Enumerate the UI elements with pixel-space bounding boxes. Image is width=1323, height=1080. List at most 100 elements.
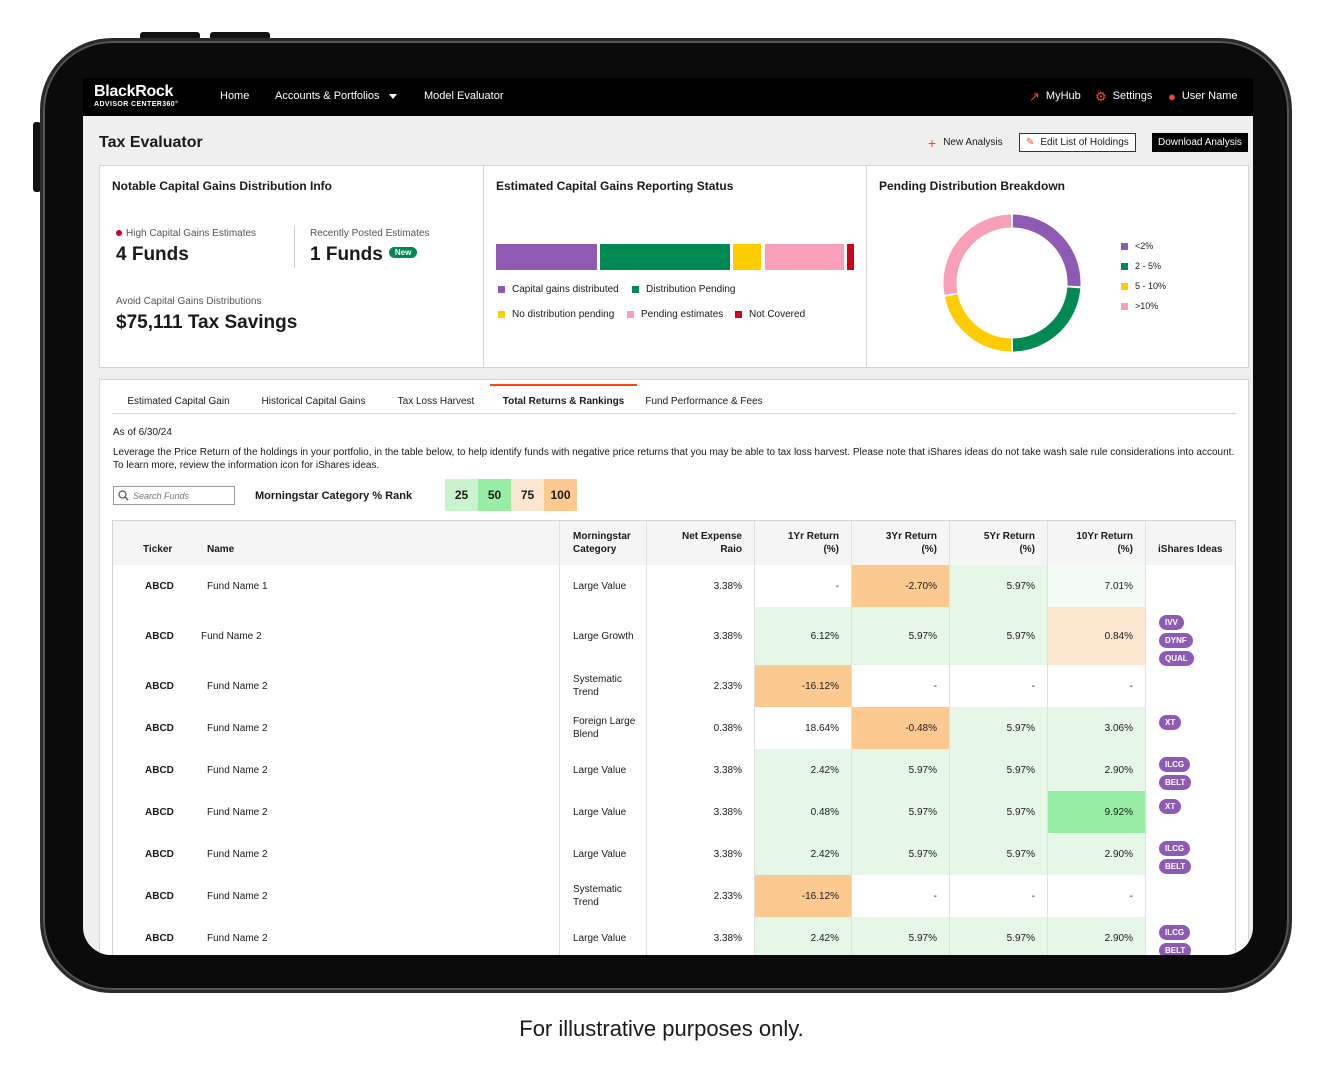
ishares-idea-pill[interactable]: ILCG (1159, 841, 1191, 856)
volume-button (140, 32, 200, 40)
tab-tax-loss-harvest[interactable]: Tax Loss Harvest (397, 396, 475, 407)
table-row[interactable]: ABCD Fund Name 2 Systematic Trend 2.33% -16.… (113, 875, 1235, 917)
table-row[interactable]: ABCD Fund Name 2 Large Value 3.38% 0.48% 5.97… (113, 791, 1235, 833)
header-ticker[interactable]: Ticker (143, 535, 203, 563)
donut-slice (1012, 214, 1081, 287)
nav-model-evaluator[interactable]: Model Evaluator (424, 90, 504, 102)
logo-subtext: ADVISOR CENTER360° (94, 101, 179, 108)
nav-settings[interactable]: ⚙ Settings (1095, 90, 1152, 103)
return-5yr-cell: - (950, 665, 1047, 707)
return-1yr-cell: 2.42% (754, 749, 851, 791)
category-cell: Foreign Large Blend (573, 716, 636, 740)
ishares-ideas-cell: XT (1146, 707, 1235, 749)
fund-name-cell: Fund Name 2 (207, 680, 268, 692)
table-row[interactable]: ABCD Fund Name 2 Large Growth 3.38% 6.12% 5.9… (113, 607, 1235, 666)
table-row[interactable]: ABCD Fund Name 2 Large Value 3.38% 2.42% 5.97… (113, 749, 1235, 791)
column-divider (851, 521, 852, 955)
expense-cell: 0.38% (713, 722, 742, 734)
ishares-idea-pill[interactable]: BELT (1159, 943, 1192, 955)
legend-label: Distribution Pending (646, 284, 736, 295)
fund-name-cell: Fund Name 2 (207, 722, 268, 734)
expense-cell: 3.38% (713, 848, 742, 860)
table-row[interactable]: ABCD Fund Name 2 Large Value 3.38% 2.42% 5.97… (113, 917, 1235, 955)
search-input[interactable] (133, 490, 233, 501)
header-category[interactable]: Morningstar Category (573, 521, 653, 565)
header-5yr[interactable]: 5Yr Return (%) (969, 521, 1035, 565)
reporting-status-card: Estimated Capital Gains Reporting Status… (483, 166, 866, 367)
logo-text: BlackRock (94, 83, 174, 100)
legend-item: Capital gains distributed (498, 284, 619, 295)
return-10yr-cell: 2.90% (1048, 833, 1145, 875)
ishares-idea-pill[interactable]: ILCG (1159, 925, 1191, 940)
column-divider (949, 521, 950, 955)
table-row[interactable]: ABCD Fund Name 1 Large Value 3.38% - -2.70% 5.… (113, 565, 1235, 607)
return-3yr-cell: - (852, 875, 949, 917)
high-estimates-label: High Capital Gains Estimates (116, 228, 256, 239)
header-expense[interactable]: Net Expense Raio (658, 521, 742, 565)
ishares-idea-pill[interactable]: IVV (1159, 615, 1184, 630)
category-cell: Large Value (573, 764, 627, 776)
legend-item: 2 - 5% (1121, 256, 1166, 276)
header-name[interactable]: Name (207, 535, 407, 563)
expense-cell: 3.38% (713, 630, 742, 642)
rank-box-25: 25 (445, 479, 478, 511)
ticker-cell: ABCD (145, 806, 174, 818)
user-icon: ● (1168, 88, 1176, 104)
ishares-idea-pill[interactable]: QUAL (1159, 651, 1194, 666)
donut-slice (1012, 287, 1081, 352)
new-badge: New (388, 247, 418, 259)
nav-user[interactable]: ● User Name (1168, 88, 1237, 104)
return-1yr-cell: 18.64% (754, 707, 851, 749)
return-3yr-cell: - (852, 665, 949, 707)
nav-accounts-portfolios[interactable]: Accounts & Portfolios (275, 90, 397, 102)
ishares-idea-pill[interactable]: DYNF (1159, 633, 1193, 648)
ishares-idea-pill[interactable]: XT (1159, 715, 1182, 730)
header-ishares-ideas[interactable]: iShares Ideas (1158, 535, 1235, 563)
fund-name-cell: Fund Name 2 (207, 848, 268, 860)
table-row[interactable]: ABCD Fund Name 2 Foreign Large Blend 0.38% 1… (113, 707, 1235, 749)
ishares-idea-pill[interactable]: BELT (1159, 859, 1192, 874)
legend-swatch (1121, 242, 1128, 250)
blackrock-logo[interactable]: BlackRock ADVISOR CENTER360° (94, 84, 178, 109)
header-10yr[interactable]: 10Yr Return (%) (1067, 521, 1133, 565)
ishares-ideas-cell: IVV DYNF QUAL (1146, 607, 1235, 666)
tab-total-returns-rankings[interactable]: Total Returns & Rankings (490, 384, 637, 414)
download-analysis-button[interactable]: Download Analysis (1152, 133, 1248, 152)
status-bar-segment (496, 244, 597, 270)
fund-name-cell: Fund Name 2 (207, 806, 268, 818)
nav-myhub[interactable]: ↗ MyHub (1029, 90, 1081, 103)
ishares-idea-pill[interactable]: BELT (1159, 775, 1192, 790)
tab-estimated-capital-gain[interactable]: Estimated Capital Gain (127, 396, 230, 407)
ishares-idea-pill[interactable]: XT (1159, 799, 1182, 814)
nav-home[interactable]: Home (220, 90, 250, 102)
rank-box-75: 75 (511, 479, 544, 511)
header-3yr[interactable]: 3Yr Return (%) (871, 521, 937, 565)
return-10yr-cell: 3.06% (1048, 707, 1145, 749)
chevron-down-icon (388, 93, 397, 99)
expense-cell: 2.33% (713, 680, 742, 692)
return-3yr-cell: 5.97% (852, 833, 949, 875)
table-row[interactable]: ABCD Fund Name 2 Large Value 3.38% 2.42% 5.97… (113, 833, 1235, 875)
edit-holdings-button[interactable]: ✎ Edit List of Holdings (1019, 133, 1136, 152)
legend-label: 5 - 10% (1135, 281, 1167, 291)
card-title: Notable Capital Gains Distribution Info (112, 179, 333, 193)
table-row[interactable]: ABCD Fund Name 2 Systematic Trend 2.33% -16.… (113, 665, 1235, 707)
new-analysis-button[interactable]: + New Analysis (928, 133, 1003, 152)
category-cell: Systematic Trend (573, 674, 622, 698)
avoid-distributions-label: Avoid Capital Gains Distributions (116, 296, 262, 307)
search-funds-field[interactable] (113, 486, 235, 505)
category-cell: Systematic Trend (573, 884, 622, 908)
status-bar-segment (846, 244, 854, 270)
ishares-idea-pill[interactable]: ILCG (1159, 757, 1191, 772)
pencil-icon: ✎ (1026, 137, 1035, 148)
legend-item: Pending estimates (627, 309, 723, 320)
header-1yr[interactable]: 1Yr Return (%) (773, 521, 839, 565)
description-text: Leverage the Price Return of the holding… (113, 447, 1235, 471)
tab-historical-capital-gains[interactable]: Historical Capital Gains (261, 396, 366, 407)
expense-cell: 3.38% (713, 806, 742, 818)
recent-estimates-value: 1 Funds New (310, 244, 418, 266)
expense-cell: 2.33% (713, 890, 742, 902)
ticker-cell: ABCD (145, 932, 174, 944)
tab-fund-performance-fees[interactable]: Fund Performance & Fees (645, 396, 763, 407)
tax-savings-value: $75,111 Tax Savings (116, 312, 298, 333)
